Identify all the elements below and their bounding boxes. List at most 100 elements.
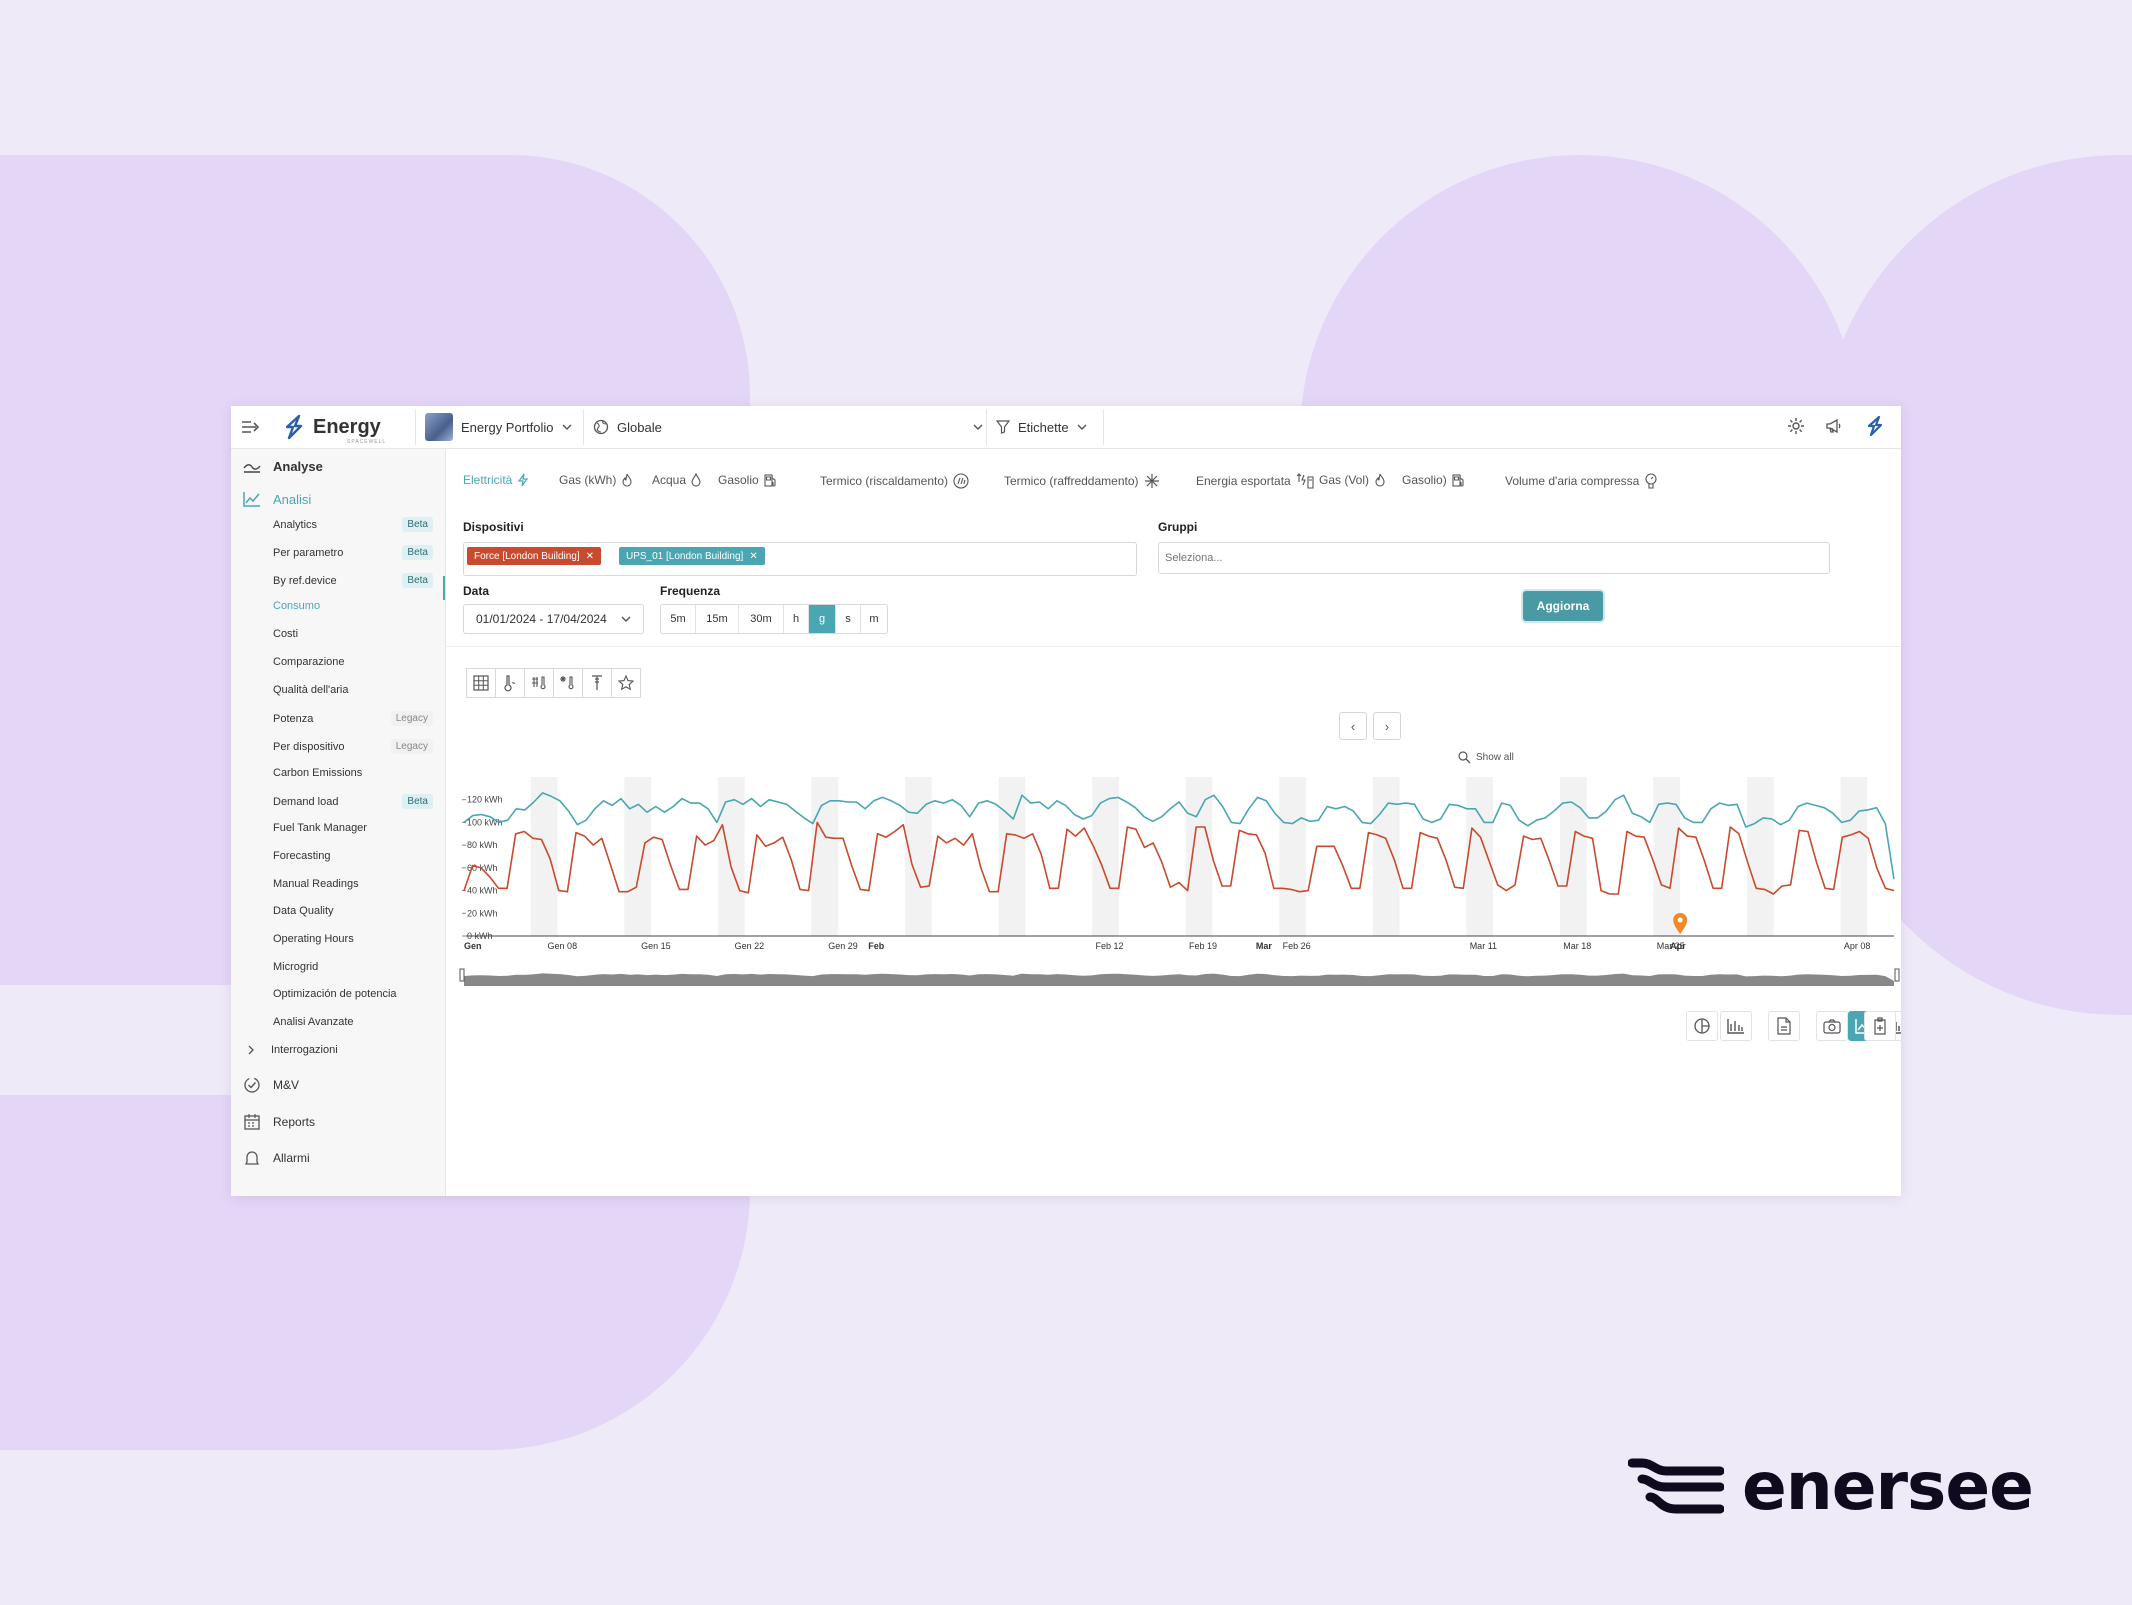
show-all-button[interactable]: Show all bbox=[1458, 751, 1514, 764]
sidebar-item-demand-load[interactable]: Demand load Beta bbox=[273, 794, 433, 809]
frequency-option[interactable]: 15m bbox=[696, 605, 739, 633]
pie-chart-button[interactable] bbox=[1686, 1011, 1718, 1041]
sidebar-item-by-ref-device[interactable]: By ref.device Beta bbox=[273, 573, 433, 588]
legacy-badge: Legacy bbox=[390, 711, 433, 726]
main-content: Elettricità Gas (kWh) Acqua Gasolio Term… bbox=[446, 449, 1901, 1196]
tab-label: Gas (kWh) bbox=[559, 473, 617, 487]
x-tick-label: Gen 22 bbox=[735, 941, 765, 951]
sidebar-item-comparazione[interactable]: Comparazione bbox=[273, 656, 433, 668]
weekend-band bbox=[1372, 777, 1400, 936]
sidebar-item-manual-readings[interactable]: Manual Readings bbox=[273, 878, 433, 890]
camera-icon bbox=[1823, 1019, 1841, 1034]
app-logo[interactable]: Energy SPACEWELL bbox=[281, 412, 385, 445]
next-period-button[interactable]: › bbox=[1373, 712, 1401, 740]
previous-period-button[interactable]: ‹ bbox=[1339, 712, 1367, 740]
tab-gas-kwh[interactable]: Gas (kWh) bbox=[559, 473, 633, 487]
groups-select[interactable] bbox=[1158, 542, 1830, 574]
sidebar-item-analyse[interactable]: Analyse bbox=[243, 459, 323, 474]
sidebar-item-per-dispositivo[interactable]: Per dispositivo Legacy bbox=[273, 739, 433, 754]
x-tick-label: Feb 12 bbox=[1095, 941, 1123, 951]
table-view-button[interactable] bbox=[466, 668, 496, 698]
x-tick-label: Feb 19 bbox=[1189, 941, 1217, 951]
sidebar-item-reports[interactable]: Reports bbox=[243, 1113, 315, 1131]
add-to-report-button[interactable] bbox=[1864, 1011, 1896, 1041]
menu-toggle-button[interactable] bbox=[241, 418, 261, 436]
y-tick-label: 120 kWh bbox=[467, 795, 503, 805]
sidebar-item-label: Operating Hours bbox=[273, 933, 354, 945]
sidebar-item-analisi-avanzate[interactable]: Analisi Avanzate bbox=[273, 1016, 433, 1028]
sidebar-item-microgrid[interactable]: Microgrid bbox=[273, 961, 433, 973]
top-right-actions bbox=[1787, 414, 1887, 438]
sidebar-item-potenza[interactable]: Potenza Legacy bbox=[273, 711, 433, 726]
baseline-button[interactable] bbox=[582, 668, 612, 698]
sidebar-item-fuel-tank-manager[interactable]: Fuel Tank Manager bbox=[273, 822, 433, 834]
sidebar-item-optimizacion-potencia[interactable]: Optimización de potencia bbox=[273, 988, 433, 1000]
frequency-option[interactable]: 5m bbox=[661, 605, 696, 633]
frequency-option[interactable]: s bbox=[836, 605, 861, 633]
sidebar-item-consumo[interactable]: Consumo bbox=[273, 600, 433, 612]
sidebar-item-qualita-aria[interactable]: Qualità dell'aria bbox=[273, 684, 433, 696]
beta-badge: Beta bbox=[402, 545, 433, 560]
globe-icon bbox=[593, 419, 609, 435]
tab-gasolio[interactable]: Gasolio bbox=[718, 473, 778, 487]
remove-tag-icon[interactable]: ✕ bbox=[585, 550, 595, 562]
temperature-button[interactable] bbox=[495, 668, 525, 698]
sidebar-item-data-quality[interactable]: Data Quality bbox=[273, 905, 433, 917]
sidebar-item-label: Per dispositivo bbox=[273, 740, 345, 753]
x-tick-label: Mar 18 bbox=[1563, 941, 1591, 951]
update-button[interactable]: Aggiorna bbox=[1523, 591, 1603, 621]
labels-filter[interactable]: Etichette bbox=[996, 413, 1087, 441]
stacked-bar-button[interactable] bbox=[1720, 1011, 1752, 1041]
tab-gas-vol[interactable]: Gas (Vol) bbox=[1319, 473, 1386, 487]
cooling-temp-button[interactable] bbox=[553, 668, 583, 698]
sidebar-item-label: Data Quality bbox=[273, 905, 334, 917]
sidebar-item-per-parametro[interactable]: Per parametro Beta bbox=[273, 545, 433, 560]
sidebar-item-label: Manual Readings bbox=[273, 878, 359, 890]
sidebar-item-interrogazioni[interactable]: Interrogazioni bbox=[247, 1044, 407, 1056]
favorite-button[interactable] bbox=[611, 668, 641, 698]
remove-tag-icon[interactable]: ✕ bbox=[749, 550, 758, 562]
sidebar-item-label: Interrogazioni bbox=[271, 1044, 338, 1056]
baseline-icon bbox=[592, 675, 602, 690]
export-pdf-button[interactable] bbox=[1768, 1011, 1800, 1041]
tab-acqua[interactable]: Acqua bbox=[652, 473, 701, 487]
chevron-down-icon bbox=[1077, 424, 1087, 430]
sidebar-item-operating-hours[interactable]: Operating Hours bbox=[273, 933, 433, 945]
sidebar-item-costi[interactable]: Costi bbox=[273, 628, 433, 640]
annotation-marker bbox=[1673, 913, 1688, 934]
sidebar-item-analisi[interactable]: Analisi bbox=[243, 491, 311, 507]
screenshot-button[interactable] bbox=[1816, 1011, 1848, 1041]
frequency-option-selected[interactable]: g bbox=[809, 605, 836, 633]
tab-volume-aria-compressa[interactable]: Volume d'aria compressa bbox=[1505, 473, 1658, 489]
device-tag-label: Force [London Building] bbox=[474, 550, 580, 562]
portfolio-selector[interactable]: Energy Portfolio bbox=[425, 413, 572, 441]
date-range-picker[interactable]: 01/01/2024 - 17/04/2024 bbox=[463, 604, 644, 634]
tab-termico-raffreddamento[interactable]: Termico (raffreddamento) bbox=[1004, 473, 1160, 489]
frequency-option[interactable]: h bbox=[784, 605, 809, 633]
stacked-bar-icon bbox=[1727, 1019, 1744, 1034]
frequency-option[interactable]: m bbox=[869, 613, 879, 625]
megaphone-icon[interactable] bbox=[1825, 417, 1843, 435]
scope-selector[interactable]: Globale bbox=[593, 413, 983, 441]
alarm-bell-icon bbox=[244, 1151, 260, 1165]
user-logo-icon[interactable] bbox=[1863, 414, 1887, 438]
tab-termico-riscaldamento[interactable]: Termico (riscaldamento) bbox=[820, 473, 969, 489]
sidebar-item-mv[interactable]: M&V bbox=[243, 1076, 299, 1094]
device-tag[interactable]: Force [London Building] ✕ bbox=[467, 547, 602, 565]
tab-gasolio-2[interactable]: Gasolio) bbox=[1402, 473, 1466, 487]
sidebar-item-analytics[interactable]: Analytics Beta bbox=[273, 517, 433, 532]
navigator-area bbox=[464, 973, 1894, 986]
sidebar-item-forecasting[interactable]: Forecasting bbox=[273, 850, 433, 862]
tab-energia-esportata[interactable]: Energia esportata bbox=[1196, 473, 1314, 489]
sidebar-item-carbon-emissions[interactable]: Carbon Emissions bbox=[273, 767, 433, 779]
top-bar: Energy SPACEWELL Energy Portfolio Global… bbox=[231, 406, 1901, 449]
tab-elettricita[interactable]: Elettricità bbox=[463, 473, 529, 487]
gear-icon[interactable] bbox=[1787, 417, 1805, 435]
frequency-option[interactable]: 30m bbox=[739, 605, 784, 633]
devices-select[interactable]: Force [London Building] ✕ UPS_01 [London … bbox=[463, 542, 1137, 576]
sidebar-item-label: Costi bbox=[273, 628, 299, 640]
device-tag[interactable]: UPS_01 [London Building] ✕ bbox=[619, 547, 765, 565]
sidebar-item-allarmi[interactable]: Allarmi bbox=[243, 1149, 310, 1167]
degree-days-button[interactable] bbox=[524, 668, 554, 698]
